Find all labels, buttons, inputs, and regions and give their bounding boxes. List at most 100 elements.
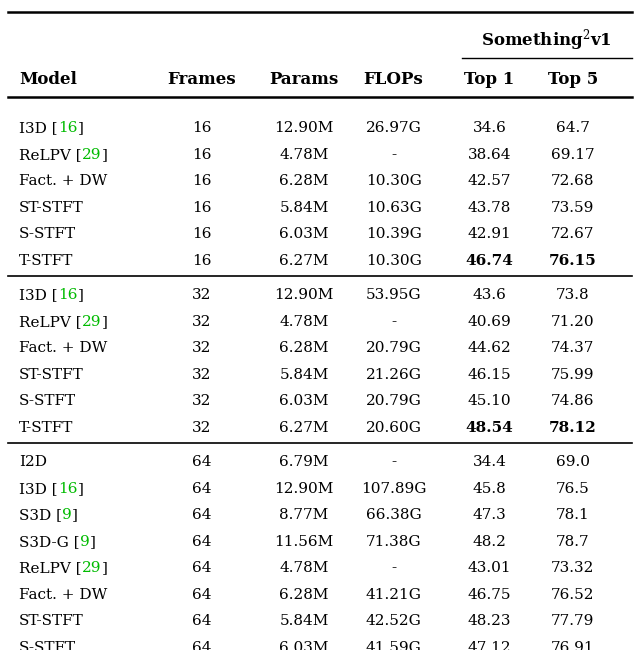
Text: 42.57: 42.57 xyxy=(468,174,511,188)
Text: Fact. + DW: Fact. + DW xyxy=(19,341,108,356)
Text: S3D [: S3D [ xyxy=(19,508,62,522)
Text: 20.79G: 20.79G xyxy=(365,395,422,408)
Text: 69.17: 69.17 xyxy=(551,148,595,162)
Text: 64: 64 xyxy=(192,482,211,496)
Text: 74.86: 74.86 xyxy=(551,395,595,408)
Text: Model: Model xyxy=(19,72,77,88)
Text: 20.60G: 20.60G xyxy=(365,421,422,435)
Text: 73.32: 73.32 xyxy=(551,561,595,575)
Text: Something$^2$v1: Something$^2$v1 xyxy=(481,27,612,53)
Text: I3D [: I3D [ xyxy=(19,122,58,135)
Text: 29: 29 xyxy=(82,148,101,162)
Text: I3D [: I3D [ xyxy=(19,482,58,496)
Text: S-STFT: S-STFT xyxy=(19,395,76,408)
Text: 44.62: 44.62 xyxy=(468,341,511,356)
Text: ]: ] xyxy=(101,315,108,329)
Text: 107.89G: 107.89G xyxy=(361,482,426,496)
Text: 64: 64 xyxy=(192,535,211,549)
Text: 69.0: 69.0 xyxy=(556,455,590,469)
Text: -: - xyxy=(391,148,396,162)
Text: 16: 16 xyxy=(58,122,77,135)
Text: 16: 16 xyxy=(192,148,211,162)
Text: ]: ] xyxy=(90,535,95,549)
Text: 71.38G: 71.38G xyxy=(366,535,421,549)
Text: 10.30G: 10.30G xyxy=(365,254,422,268)
Text: 10.30G: 10.30G xyxy=(365,174,422,188)
Text: 76.52: 76.52 xyxy=(551,588,595,602)
Text: T-STFT: T-STFT xyxy=(19,421,74,435)
Text: 72.67: 72.67 xyxy=(551,227,595,241)
Text: 5.84M: 5.84M xyxy=(279,201,329,214)
Text: 42.52G: 42.52G xyxy=(365,614,422,629)
Text: 16: 16 xyxy=(192,122,211,135)
Text: 6.28M: 6.28M xyxy=(279,588,329,602)
Text: 78.7: 78.7 xyxy=(556,535,589,549)
Text: Top 5: Top 5 xyxy=(548,72,598,88)
Text: 6.03M: 6.03M xyxy=(279,641,329,650)
Text: 16: 16 xyxy=(58,482,77,496)
Text: 77.79: 77.79 xyxy=(551,614,595,629)
Text: T-STFT: T-STFT xyxy=(19,254,74,268)
Text: 12.90M: 12.90M xyxy=(275,482,333,496)
Text: 43.01: 43.01 xyxy=(468,561,511,575)
Text: 10.63G: 10.63G xyxy=(365,201,422,214)
Text: 8.77M: 8.77M xyxy=(280,508,328,522)
Text: 16: 16 xyxy=(192,201,211,214)
Text: 4.78M: 4.78M xyxy=(279,315,329,329)
Text: 46.15: 46.15 xyxy=(468,368,511,382)
Text: 48.23: 48.23 xyxy=(468,614,511,629)
Text: 38.64: 38.64 xyxy=(468,148,511,162)
Text: 6.27M: 6.27M xyxy=(279,421,329,435)
Text: 32: 32 xyxy=(192,368,211,382)
Text: 4.78M: 4.78M xyxy=(279,148,329,162)
Text: 9: 9 xyxy=(62,508,72,522)
Text: I2D: I2D xyxy=(19,455,47,469)
Text: 4.78M: 4.78M xyxy=(279,561,329,575)
Text: ]: ] xyxy=(77,288,83,302)
Text: 45.10: 45.10 xyxy=(468,395,511,408)
Text: Fact. + DW: Fact. + DW xyxy=(19,174,108,188)
Text: 16: 16 xyxy=(192,227,211,241)
Text: 42.91: 42.91 xyxy=(468,227,511,241)
Text: 34.4: 34.4 xyxy=(473,455,506,469)
Text: Top 1: Top 1 xyxy=(465,72,515,88)
Text: ]: ] xyxy=(72,508,78,522)
Text: 47.3: 47.3 xyxy=(473,508,506,522)
Text: 48.2: 48.2 xyxy=(473,535,506,549)
Text: 64: 64 xyxy=(192,561,211,575)
Text: 76.5: 76.5 xyxy=(556,482,589,496)
Text: 6.03M: 6.03M xyxy=(279,395,329,408)
Text: 73.8: 73.8 xyxy=(556,288,589,302)
Text: ]: ] xyxy=(77,122,83,135)
Text: 64: 64 xyxy=(192,508,211,522)
Text: 64: 64 xyxy=(192,641,211,650)
Text: ST-STFT: ST-STFT xyxy=(19,614,84,629)
Text: 41.21G: 41.21G xyxy=(365,588,422,602)
Text: 64: 64 xyxy=(192,614,211,629)
Text: ]: ] xyxy=(101,148,108,162)
Text: ]: ] xyxy=(101,561,108,575)
Text: S-STFT: S-STFT xyxy=(19,227,76,241)
Text: 32: 32 xyxy=(192,421,211,435)
Text: 76.91: 76.91 xyxy=(551,641,595,650)
Text: ReLPV [: ReLPV [ xyxy=(19,148,82,162)
Text: 43.78: 43.78 xyxy=(468,201,511,214)
Text: 76.15: 76.15 xyxy=(549,254,596,268)
Text: ST-STFT: ST-STFT xyxy=(19,368,84,382)
Text: Fact. + DW: Fact. + DW xyxy=(19,588,108,602)
Text: 26.97G: 26.97G xyxy=(365,122,422,135)
Text: 12.90M: 12.90M xyxy=(275,122,333,135)
Text: S3D-G [: S3D-G [ xyxy=(19,535,80,549)
Text: 64: 64 xyxy=(192,588,211,602)
Text: 21.26G: 21.26G xyxy=(365,368,422,382)
Text: 29: 29 xyxy=(82,561,101,575)
Text: 29: 29 xyxy=(82,315,101,329)
Text: 10.39G: 10.39G xyxy=(365,227,422,241)
Text: 20.79G: 20.79G xyxy=(365,341,422,356)
Text: 6.27M: 6.27M xyxy=(279,254,329,268)
Text: S-STFT: S-STFT xyxy=(19,641,76,650)
Text: I3D [: I3D [ xyxy=(19,288,58,302)
Text: -: - xyxy=(391,561,396,575)
Text: FLOPs: FLOPs xyxy=(364,72,424,88)
Text: -: - xyxy=(391,455,396,469)
